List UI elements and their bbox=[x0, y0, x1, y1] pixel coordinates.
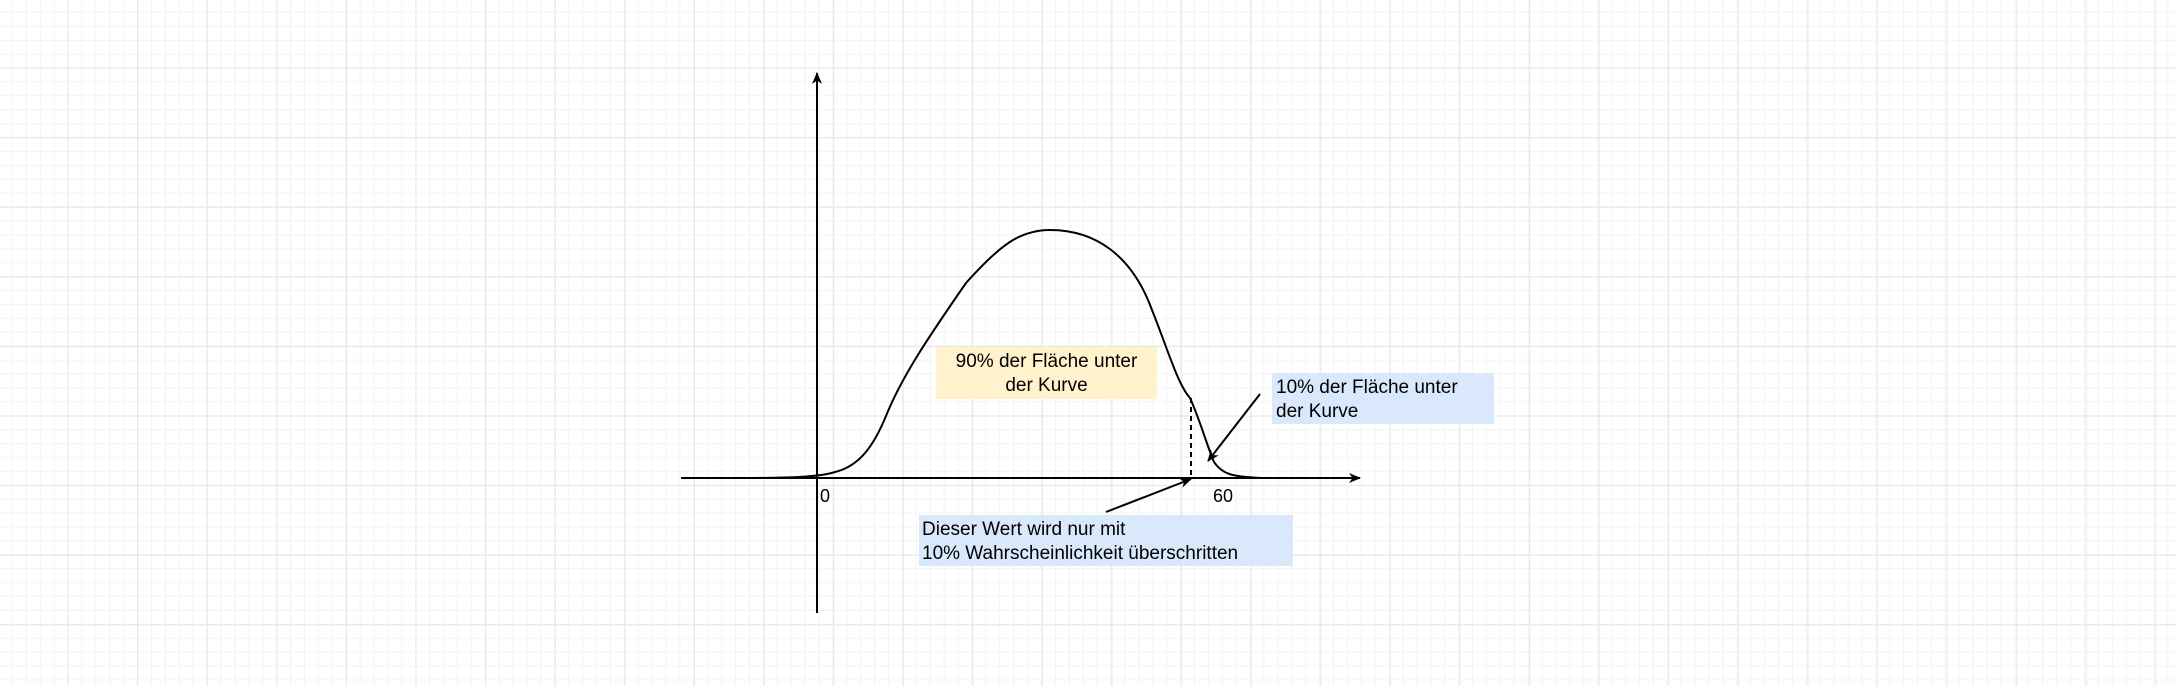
area-90-label: 90% der Fläche unter der Kurve bbox=[936, 347, 1157, 399]
area-10-label: 10% der Fläche unter der Kurve bbox=[1272, 373, 1494, 424]
x-tick-zero: 0 bbox=[820, 486, 831, 506]
tail-arrow bbox=[1207, 393, 1261, 462]
x-tick-sixty: 60 bbox=[1213, 486, 1234, 506]
distribution-curve bbox=[739, 228, 1263, 479]
threshold-arrow bbox=[1105, 478, 1192, 513]
threshold-label: Dieser Wert wird nur mit 10% Wahrscheinl… bbox=[919, 515, 1293, 566]
